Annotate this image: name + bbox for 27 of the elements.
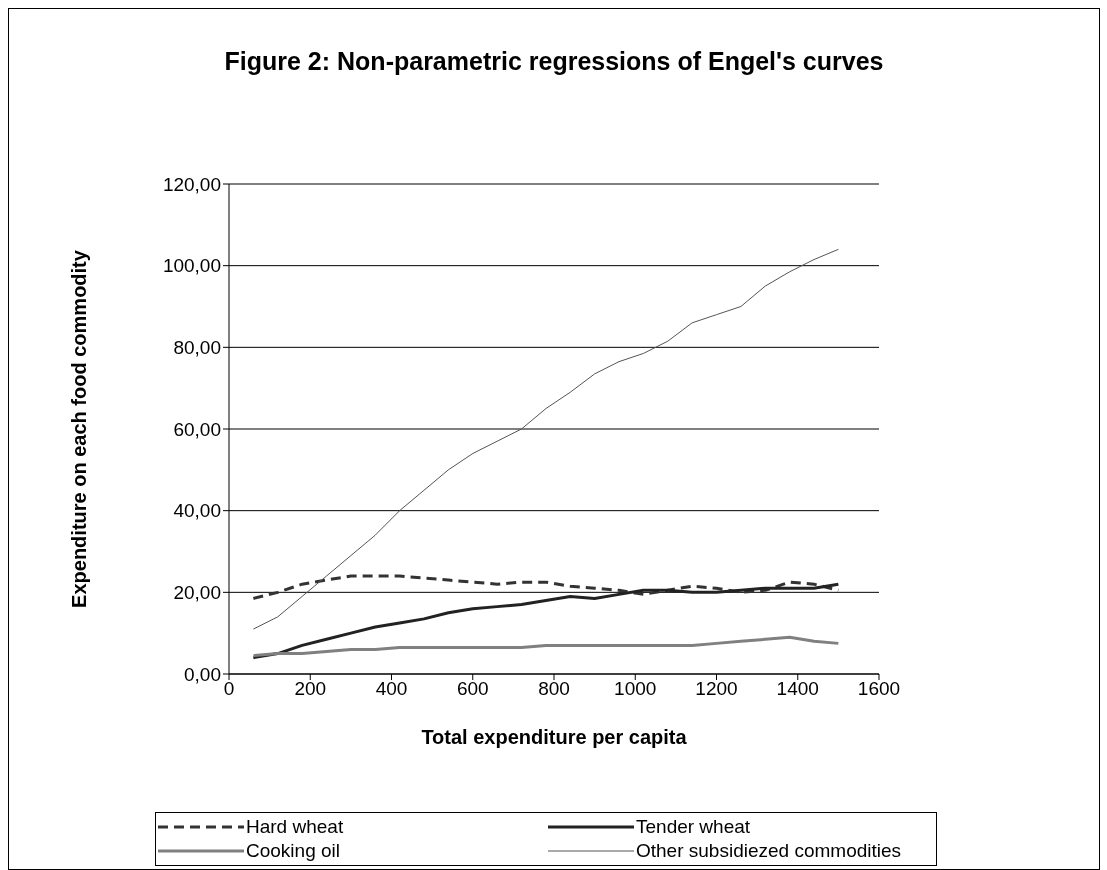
x-tick-label: 800 bbox=[538, 678, 570, 700]
line-series bbox=[251, 574, 840, 600]
y-tick-label: 40,00 bbox=[173, 500, 221, 522]
line-series bbox=[251, 635, 840, 658]
y-tick-label: 0,00 bbox=[184, 663, 221, 685]
y-tick-label: 100,00 bbox=[162, 255, 221, 277]
x-axis-title: Total expenditure per capita bbox=[421, 726, 688, 748]
x-tick-label: 1000 bbox=[614, 678, 657, 700]
y-axis-title: Expenditure on each food commodity bbox=[68, 249, 91, 608]
line-series bbox=[251, 582, 840, 660]
y-tick-label: 120,00 bbox=[162, 173, 221, 195]
y-tick-label: 60,00 bbox=[173, 418, 221, 440]
x-tick-label: 1400 bbox=[776, 678, 819, 700]
chart-title: Figure 2: Non-parametric regressions of Engel's curves bbox=[223, 46, 885, 77]
legend-label: Cooking oil bbox=[246, 840, 340, 862]
x-tick-label: 200 bbox=[294, 678, 327, 700]
x-tick-label: 1600 bbox=[857, 678, 901, 700]
legend-label: Tender wheat bbox=[636, 816, 751, 838]
x-tick-label: 1200 bbox=[695, 678, 738, 700]
y-tick-label: 20,00 bbox=[173, 582, 221, 604]
line-series bbox=[252, 248, 839, 630]
x-tick-label: 600 bbox=[456, 678, 489, 700]
legend-label: Other subsidiezed commodities bbox=[636, 840, 902, 862]
legend-label: Hard wheat bbox=[246, 816, 344, 838]
x-tick-label: 400 bbox=[375, 678, 408, 700]
y-tick-label: 80,00 bbox=[173, 337, 221, 359]
x-tick-label: 0 bbox=[223, 678, 235, 700]
